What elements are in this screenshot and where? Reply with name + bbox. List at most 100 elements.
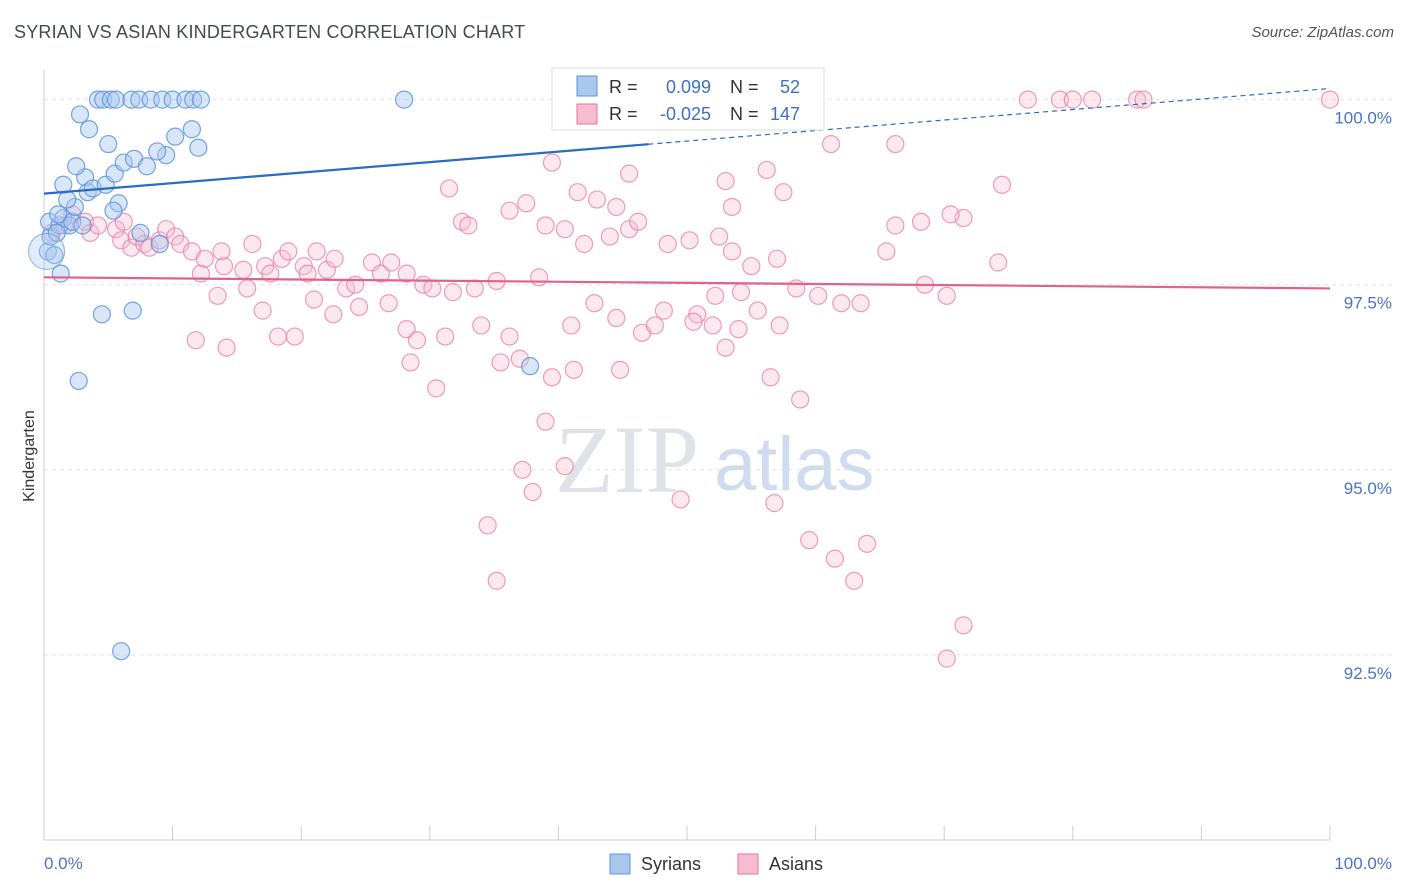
asians-point bbox=[195, 249, 214, 268]
asians-point bbox=[261, 264, 280, 283]
asians-point bbox=[1082, 90, 1102, 109]
asians-point bbox=[114, 212, 133, 231]
watermark-zip: ZIP bbox=[555, 406, 699, 513]
legend-n-label-2: N = bbox=[730, 104, 759, 124]
asians-point bbox=[478, 516, 497, 535]
asians-point bbox=[324, 305, 343, 324]
asians-point bbox=[140, 238, 159, 257]
syrians-point bbox=[70, 105, 90, 124]
asians-point bbox=[620, 164, 639, 183]
legend-n-value-1: 52 bbox=[780, 77, 800, 97]
asians-point bbox=[832, 294, 851, 313]
asians-point bbox=[253, 301, 272, 320]
legend-r-value-2: -0.025 bbox=[660, 104, 711, 124]
watermark-atlas: atlas bbox=[714, 422, 875, 507]
asians-point bbox=[1050, 90, 1070, 109]
asians-point bbox=[214, 257, 234, 276]
syrians-point bbox=[184, 90, 203, 109]
asians-point bbox=[877, 242, 896, 261]
asians-point bbox=[285, 327, 304, 346]
asians-point bbox=[510, 349, 529, 368]
syrians-trend-line-extension bbox=[648, 87, 1331, 145]
asians-point bbox=[491, 353, 510, 372]
legend-r-label-1: R = bbox=[609, 77, 638, 97]
asians-point bbox=[186, 331, 205, 350]
asians-point bbox=[304, 290, 324, 309]
asians-point bbox=[722, 242, 742, 261]
asians-point bbox=[886, 216, 905, 235]
syrians-point bbox=[99, 134, 118, 154]
syrians-point bbox=[131, 223, 150, 242]
asians-point bbox=[346, 275, 365, 294]
asians-point bbox=[654, 301, 673, 320]
asians-point bbox=[954, 616, 973, 635]
asians-point bbox=[272, 249, 292, 268]
asians-point bbox=[217, 338, 236, 357]
asians-point bbox=[243, 234, 262, 254]
asians-point bbox=[716, 171, 735, 191]
asians-point bbox=[397, 264, 416, 283]
asians-point bbox=[680, 231, 699, 250]
syrians-point bbox=[122, 90, 141, 109]
asians-point bbox=[937, 649, 956, 668]
syrians-point bbox=[163, 90, 182, 109]
asians-point bbox=[325, 249, 344, 268]
asians-point bbox=[436, 327, 455, 346]
asians-point bbox=[791, 390, 810, 409]
asians-point bbox=[645, 316, 664, 335]
syrians-point bbox=[157, 146, 176, 165]
syrians-point bbox=[123, 301, 142, 320]
syrians-point bbox=[176, 90, 195, 109]
asians-point bbox=[716, 338, 735, 357]
asians-point bbox=[742, 257, 761, 276]
legend-swatch-asians bbox=[576, 103, 598, 125]
asians-trend-line bbox=[43, 276, 1331, 290]
asians-point bbox=[821, 134, 841, 154]
asians-point bbox=[268, 327, 288, 346]
asians-point bbox=[787, 279, 806, 298]
asians-point bbox=[382, 253, 401, 272]
asians-point bbox=[1134, 90, 1153, 109]
asians-point bbox=[81, 223, 100, 242]
asians-point bbox=[825, 549, 844, 568]
asians-point bbox=[459, 216, 478, 235]
trend-lines bbox=[43, 87, 1331, 290]
asians-point bbox=[629, 212, 648, 231]
asians-point bbox=[536, 412, 555, 431]
asians-point bbox=[989, 253, 1008, 272]
asians-point bbox=[487, 571, 506, 590]
legend-r-label-2: R = bbox=[609, 104, 638, 124]
asians-point bbox=[765, 494, 784, 513]
chart-title: SYRIAN VS ASIAN KINDERGARTEN CORRELATION… bbox=[14, 22, 526, 42]
asians-point bbox=[542, 153, 562, 172]
asians-point bbox=[600, 227, 619, 246]
syrians-point bbox=[92, 305, 111, 324]
asians-point bbox=[611, 360, 630, 379]
asians-point bbox=[407, 331, 427, 350]
syrians-point bbox=[189, 138, 208, 157]
syrians-point bbox=[148, 142, 167, 161]
asians-point bbox=[757, 160, 776, 180]
syrians-point bbox=[112, 642, 131, 661]
grid-lines bbox=[44, 99, 1392, 656]
watermark: ZIP atlas bbox=[555, 406, 875, 513]
asians-point bbox=[564, 360, 583, 379]
asians-point bbox=[443, 283, 463, 302]
syrians-point bbox=[45, 245, 64, 265]
bottom-legend-swatch-syrians bbox=[609, 853, 631, 875]
asians-point bbox=[500, 327, 519, 346]
syrians-point bbox=[521, 357, 540, 376]
y-tick-label: 95.0% bbox=[1344, 479, 1392, 498]
syrians-point-cluster bbox=[27, 232, 66, 270]
syrians-point bbox=[182, 120, 201, 139]
asians-point bbox=[748, 301, 767, 320]
asians-point bbox=[542, 368, 562, 387]
syrians-point bbox=[69, 371, 88, 391]
asians-point bbox=[1018, 90, 1037, 109]
syrians-point bbox=[88, 90, 108, 109]
asians-point bbox=[722, 197, 742, 217]
syrians-point bbox=[63, 212, 82, 231]
asians-point bbox=[523, 482, 542, 502]
asians-point bbox=[710, 227, 729, 246]
